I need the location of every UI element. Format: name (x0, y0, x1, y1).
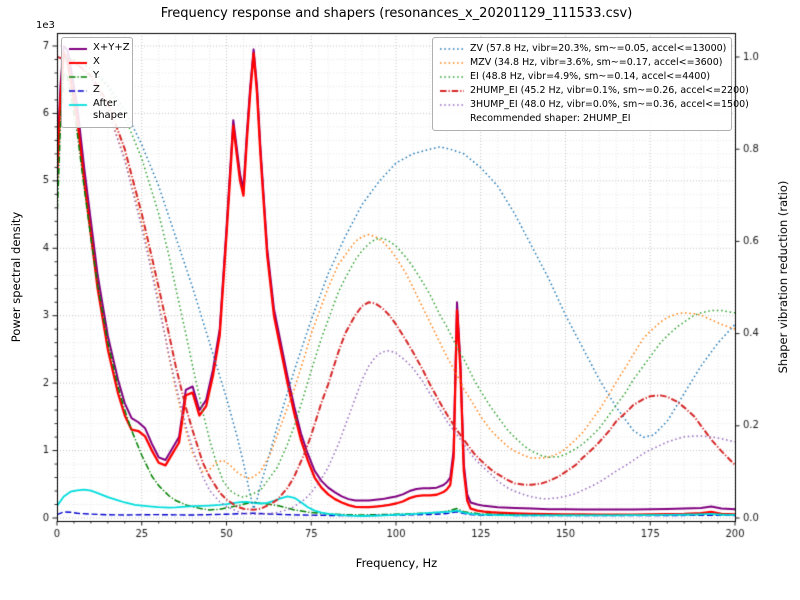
legend-label: Z (93, 84, 100, 95)
legend-line-sample (439, 57, 465, 69)
legend-item: X+Y+Z (68, 42, 130, 55)
legend-label: MZV (34.8 Hz, vibr=3.6%, sm~=0.17, accel… (470, 57, 723, 68)
legend-line-sample (68, 43, 88, 55)
y-axis-label-right: Shaper vibration reduction (ratio) (776, 180, 790, 374)
y-axis-offset-label: 1e3 (36, 20, 55, 31)
legend-label: X (93, 56, 100, 67)
legend-item: 3HUMP_EI (48.0 Hz, vibr=0.0%, sm~=0.36, … (439, 98, 749, 111)
legend-item: ZV (57.8 Hz, vibr=20.3%, sm~=0.05, accel… (439, 42, 727, 55)
legend-item: EI (48.8 Hz, vibr=4.9%, sm~=0.14, accel<… (439, 70, 725, 83)
legend-label: Recommended shaper: 2HUMP_EI (470, 113, 631, 124)
y-axis-label-left: Power spectral density (9, 211, 23, 343)
legend-line-sample (68, 57, 88, 69)
legend-item: Recommended shaper: 2HUMP_EI (439, 112, 725, 125)
legend-line-sample (68, 71, 88, 83)
legend-label: X+Y+Z (93, 42, 130, 53)
legend-label: Y (93, 70, 100, 81)
legend-item: MZV (34.8 Hz, vibr=3.6%, sm~=0.17, accel… (439, 56, 725, 69)
legend-label: 3HUMP_EI (48.0 Hz, vibr=0.0%, sm~=0.36, … (470, 99, 749, 110)
legend-item: After shaper (68, 98, 128, 122)
legend-item: Z (68, 84, 126, 97)
legend-line-sample (68, 85, 88, 97)
legend-label: ZV (57.8 Hz, vibr=20.3%, sm~=0.05, accel… (470, 43, 727, 54)
legend-line-sample (68, 99, 88, 111)
chart-title: Frequency response and shapers (resonanc… (160, 6, 633, 21)
legend-label: After shaper (93, 98, 128, 121)
x-axis-label: Frequency, Hz (355, 556, 438, 570)
psd-legend: X+Y+Z X Y Z After shaper (61, 37, 133, 128)
legend-item: 2HUMP_EI (45.2 Hz, vibr=0.1%, sm~=0.26, … (439, 84, 749, 97)
legend-line-sample (439, 43, 465, 55)
legend-item: X (68, 56, 126, 69)
legend-item: Y (68, 70, 126, 83)
legend-label: EI (48.8 Hz, vibr=4.9%, sm~=0.14, accel<… (470, 71, 711, 82)
shaper-legend: ZV (57.8 Hz, vibr=20.3%, sm~=0.05, accel… (432, 37, 749, 131)
legend-line-sample (439, 99, 465, 111)
legend-line-sample (439, 71, 465, 83)
legend-line-sample (439, 85, 465, 97)
legend-label: 2HUMP_EI (45.2 Hz, vibr=0.1%, sm~=0.26, … (470, 85, 749, 96)
legend-sample-spacer (439, 113, 465, 125)
